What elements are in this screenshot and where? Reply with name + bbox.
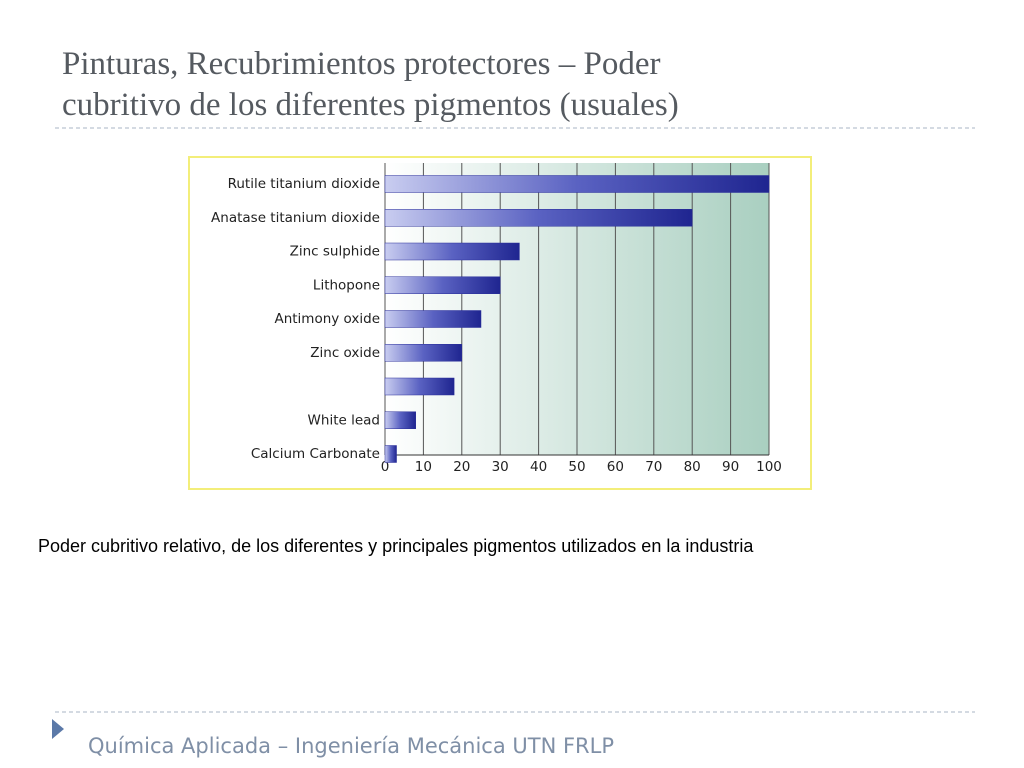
bar [384, 411, 416, 429]
bar [384, 175, 770, 193]
x-tick-label: 10 [415, 459, 432, 475]
caption: Poder cubritivo relativo, de los diferen… [38, 536, 754, 556]
x-tick-label: 60 [607, 459, 624, 475]
bar [384, 445, 397, 463]
x-tick-label: 70 [645, 459, 662, 475]
y-tick-label: Lithopone [313, 277, 380, 293]
bar [384, 344, 463, 362]
y-tick-label: White lead [308, 412, 380, 428]
bar [384, 276, 501, 294]
bar [384, 377, 455, 396]
x-tick-label: 20 [453, 459, 470, 475]
bar [384, 310, 482, 328]
bar [384, 209, 693, 227]
bullet-icon [52, 719, 64, 739]
x-tick-label: 30 [492, 459, 509, 475]
x-tick-label: 100 [756, 459, 782, 475]
footer: Química Aplicada – Ingeniería Mecánica U… [88, 734, 614, 758]
y-tick-label: Zinc sulphide [290, 244, 380, 260]
y-tick-label: Zinc oxide [310, 345, 380, 361]
x-tick-label: 90 [722, 459, 739, 475]
title-line: Pinturas, Recubrimientos protectores – P… [62, 46, 660, 82]
chart: 0 10 20 30 40 50 60 70 80 90 100 Rutile titanium di… [211, 163, 782, 475]
x-tick-label: 0 [381, 459, 390, 475]
y-tick-label: Rutile titanium dioxide [228, 176, 380, 192]
x-tick-label: 50 [568, 459, 585, 475]
x-tick-label: 40 [530, 459, 547, 475]
bar [384, 242, 520, 261]
y-tick-label: Antimony oxide [274, 311, 380, 327]
title-line: cubritivo de los diferentes pigmentos (u… [62, 87, 679, 123]
y-tick-label: Anatase titanium dioxide [211, 210, 380, 226]
y-tick-label: Calcium Carbonate [251, 446, 380, 462]
x-tick-label: 80 [684, 459, 701, 475]
